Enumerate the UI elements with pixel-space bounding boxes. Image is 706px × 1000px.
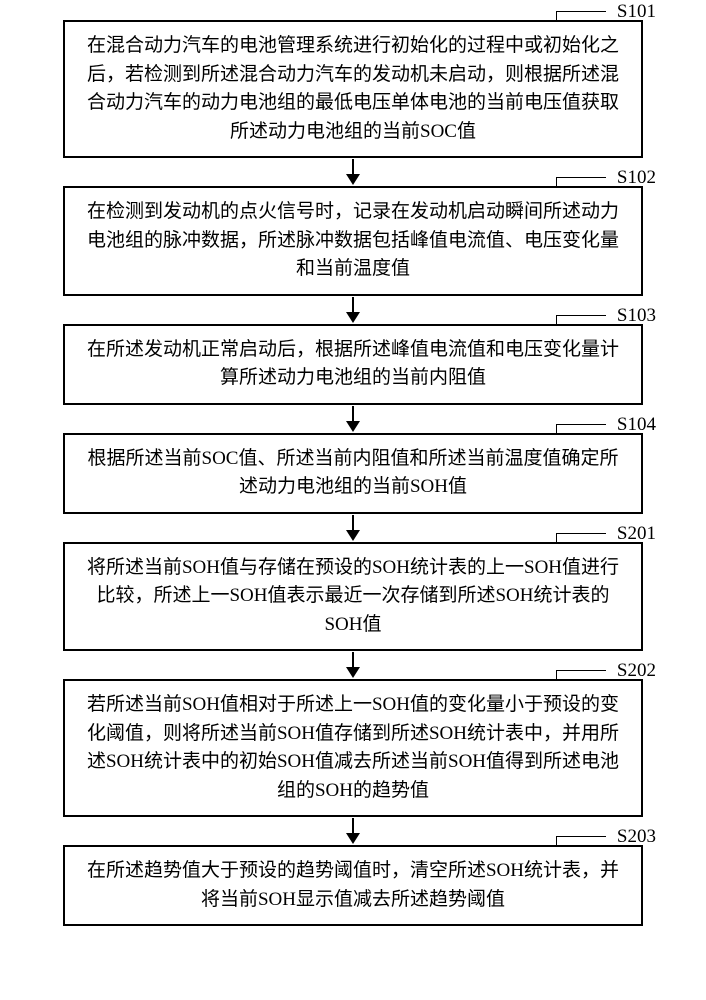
arrow-head-icon [346,312,360,323]
step-label: S104 [617,411,656,440]
label-connector [556,315,606,326]
step-text: 在所述发动机正常启动后，根据所述峰值电流值和电压变化量计算所述动力电池组的当前内… [87,339,619,389]
arrow-shaft [352,406,354,422]
step-text: 将所述当前SOH值与存储在预设的SOH统计表的上一SOH值进行比较，所述上一SO… [87,557,619,635]
label-connector [556,836,606,847]
arrow-head-icon [346,174,360,185]
step-text: 在检测到发动机的点火信号时，记录在发动机启动瞬间所述动力电池组的脉冲数据，所述脉… [87,201,619,279]
step-text: 若所述当前SOH值相对于所述上一SOH值的变化量小于预设的变化阈值，则将所述当前… [87,694,619,801]
step-label: S202 [617,657,656,686]
step-text: 在所述趋势值大于预设的趋势阈值时，清空所述SOH统计表，并将当前SOH显示值减去… [87,860,619,910]
flowchart-step-s102: S102 在检测到发动机的点火信号时，记录在发动机启动瞬间所述动力电池组的脉冲数… [63,186,643,296]
step-label: S102 [617,164,656,193]
step-label: S203 [617,823,656,852]
arrow-down [346,651,360,679]
flowchart-container: S101 在混合动力汽车的电池管理系统进行初始化的过程中或初始化之后，若检测到所… [40,20,666,926]
step-label: S103 [617,302,656,331]
label-connector [556,11,606,22]
arrow-shaft [352,297,354,313]
flowchart-step-s201: S201 将所述当前SOH值与存储在预设的SOH统计表的上一SOH值进行比较，所… [63,542,643,652]
arrow-shaft [352,515,354,531]
arrow-head-icon [346,667,360,678]
arrow-down [346,817,360,845]
flowchart-step-s202: S202 若所述当前SOH值相对于所述上一SOH值的变化量小于预设的变化阈值，则… [63,679,643,817]
step-text: 在混合动力汽车的电池管理系统进行初始化的过程中或初始化之后，若检测到所述混合动力… [87,35,619,142]
arrow-down [346,405,360,433]
arrow-down [346,158,360,186]
step-text: 根据所述当前SOC值、所述当前内阻值和所述当前温度值确定所述动力电池组的当前SO… [88,448,619,498]
flowchart-step-s103: S103 在所述发动机正常启动后，根据所述峰值电流值和电压变化量计算所述动力电池… [63,324,643,405]
flowchart-step-s104: S104 根据所述当前SOC值、所述当前内阻值和所述当前温度值确定所述动力电池组… [63,433,643,514]
arrow-shaft [352,159,354,175]
label-connector [556,177,606,188]
step-label: S201 [617,520,656,549]
arrow-down [346,514,360,542]
arrow-shaft [352,652,354,668]
arrow-head-icon [346,530,360,541]
arrow-head-icon [346,421,360,432]
arrow-down [346,296,360,324]
label-connector [556,424,606,435]
flowchart-step-s101: S101 在混合动力汽车的电池管理系统进行初始化的过程中或初始化之后，若检测到所… [63,20,643,158]
flowchart-step-s203: S203 在所述趋势值大于预设的趋势阈值时，清空所述SOH统计表，并将当前SOH… [63,845,643,926]
step-label: S101 [617,0,656,27]
arrow-shaft [352,818,354,834]
label-connector [556,533,606,544]
arrow-head-icon [346,833,360,844]
label-connector [556,670,606,681]
